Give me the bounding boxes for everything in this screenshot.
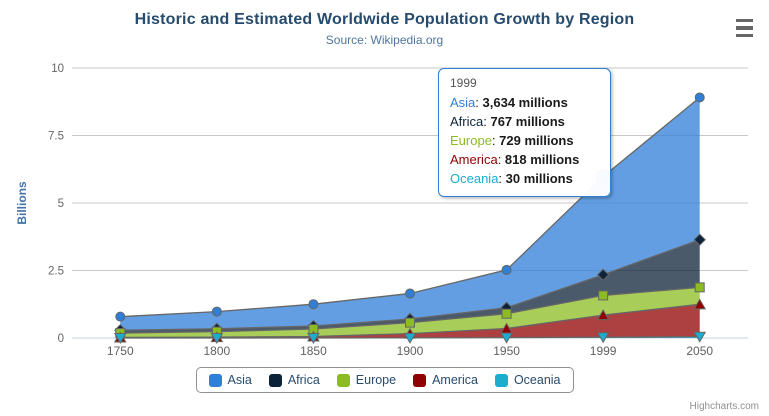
point-oceania-1999[interactable] (596, 332, 610, 344)
legend-label: Europe (355, 373, 397, 387)
point-asia-1950[interactable] (501, 264, 512, 275)
legend-symbol-europe (336, 373, 350, 387)
tooltip-series-value: 3,634 millions (482, 95, 568, 110)
tooltip-row-america: America: 818 millions (450, 152, 580, 167)
export-menu-button[interactable] (734, 19, 754, 37)
tooltip: 1999 Asia: 3,634 millions Africa: 767 mil… (438, 68, 611, 197)
tooltip-row-europe: Europe: 729 millions (450, 133, 574, 148)
legend-item-africa[interactable]: Africa (268, 373, 320, 387)
x-axis-tick-label: 1999 (590, 344, 617, 358)
tooltip-series-name: Asia (450, 95, 476, 110)
tooltip-series-value: 818 millions (504, 152, 580, 167)
tooltip-series-value: 30 millions (505, 171, 573, 186)
point-america-2050[interactable] (693, 298, 707, 310)
point-europe-1900[interactable] (405, 317, 415, 328)
legend-label: Africa (287, 373, 320, 387)
point-europe-1999[interactable] (598, 290, 609, 301)
tooltip-series-value: 729 millions (499, 133, 574, 148)
x-axis-tick-label: 1900 (397, 344, 424, 358)
legend-symbol-asia (208, 373, 222, 387)
x-axis-tick-label: 2050 (686, 344, 713, 358)
legend-item-oceania[interactable]: Oceania (494, 373, 561, 387)
point-oceania-1850[interactable] (307, 332, 320, 344)
tooltip-series-value: 767 millions (490, 114, 565, 129)
y-axis-tick-label: 10 (51, 63, 64, 75)
x-axis-tick-label: 1850 (300, 344, 327, 358)
x-axis-tick-label: 1950 (493, 344, 520, 358)
point-oceania-1750[interactable] (113, 332, 127, 344)
point-oceania-1900[interactable] (403, 332, 417, 344)
x-axis-tick-label: 1800 (204, 344, 231, 358)
legend: Asia Africa Europe America Oceania (195, 367, 574, 393)
point-asia-2050[interactable] (694, 92, 705, 103)
tooltip-row-asia: Asia: 3,634 millions (450, 95, 568, 110)
point-asia-1900[interactable] (405, 288, 415, 299)
legend-item-asia[interactable]: Asia (208, 373, 252, 387)
point-oceania-2050[interactable] (693, 331, 707, 343)
hamburger-menu-icon (735, 19, 753, 23)
legend-item-europe[interactable]: Europe (336, 373, 397, 387)
chart-title: Historic and Estimated Worldwide Populat… (134, 11, 635, 28)
legend-item-america[interactable]: America (413, 373, 478, 387)
point-africa-1999[interactable] (596, 268, 610, 281)
tooltip-series-name: Europe (450, 133, 492, 148)
legend-symbol-oceania (494, 373, 508, 387)
point-europe-1950[interactable] (501, 308, 512, 319)
point-oceania-1950[interactable] (500, 332, 513, 344)
point-oceania-1800[interactable] (210, 332, 224, 344)
y-axis-tick-label: 7.5 (48, 131, 64, 143)
point-asia-1850[interactable] (308, 299, 319, 310)
y-axis-tick-label: 0 (58, 333, 64, 345)
point-asia-1750[interactable] (115, 311, 126, 322)
credits-link[interactable]: Highcharts.com (689, 401, 759, 412)
tooltip-series-name: Africa (450, 114, 484, 129)
point-asia-1800[interactable] (211, 306, 222, 317)
tooltip-series-name: America (450, 152, 498, 167)
legend-symbol-africa (268, 373, 282, 387)
y-axis-title: Billions (15, 181, 29, 225)
y-axis-tick-label: 2.5 (48, 266, 64, 278)
area-asia (120, 97, 700, 331)
point-america-1999[interactable] (596, 309, 610, 321)
tooltip-row-oceania: Oceania: 30 millions (450, 171, 573, 186)
legend-label: Asia (227, 373, 252, 387)
tooltip-header: 1999 (450, 76, 477, 90)
point-europe-2050[interactable] (694, 282, 705, 293)
legend-symbol-america (413, 373, 427, 387)
area-america (120, 304, 700, 338)
y-axis-tick-label: 5 (58, 198, 64, 210)
chart-subtitle: Source: Wikipedia.org (325, 33, 444, 47)
tooltip-row-africa: Africa: 767 millions (450, 114, 565, 129)
area-africa (120, 239, 700, 334)
x-axis-tick-label: 1750 (107, 344, 134, 358)
legend-label: Oceania (513, 373, 561, 387)
tooltip-series-name: Oceania (450, 171, 499, 186)
tooltip-rows: Asia: 3,634 millions Africa: 767 millions… (450, 93, 598, 188)
legend-label: America (432, 373, 478, 387)
point-africa-2050[interactable] (693, 233, 706, 246)
